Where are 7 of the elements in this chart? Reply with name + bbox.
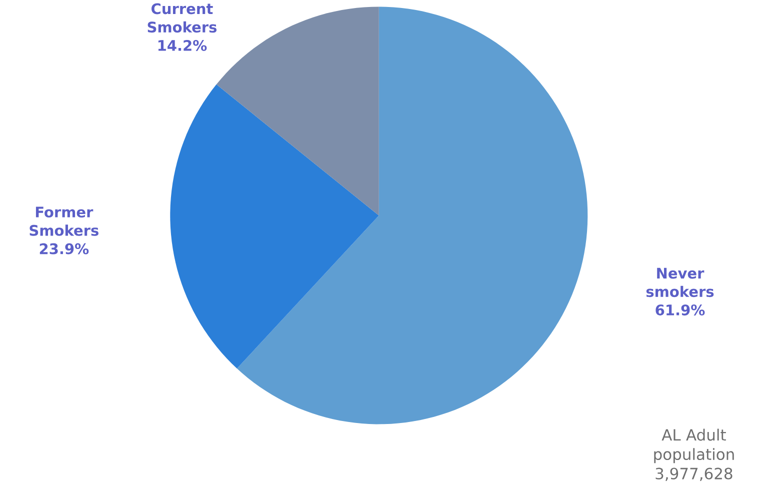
slice-label: Former Smokers: [30, 206, 98, 236]
text: AL Adult population 3,977,628: [654, 428, 734, 481]
data-label: 14.2%: [158, 40, 207, 51]
data-label: 23.9%: [40, 243, 89, 254]
slice-label: Never smokers: [646, 268, 714, 297]
data-label: 61.9%: [656, 304, 705, 316]
slice-label: Current Smokers: [148, 3, 217, 32]
